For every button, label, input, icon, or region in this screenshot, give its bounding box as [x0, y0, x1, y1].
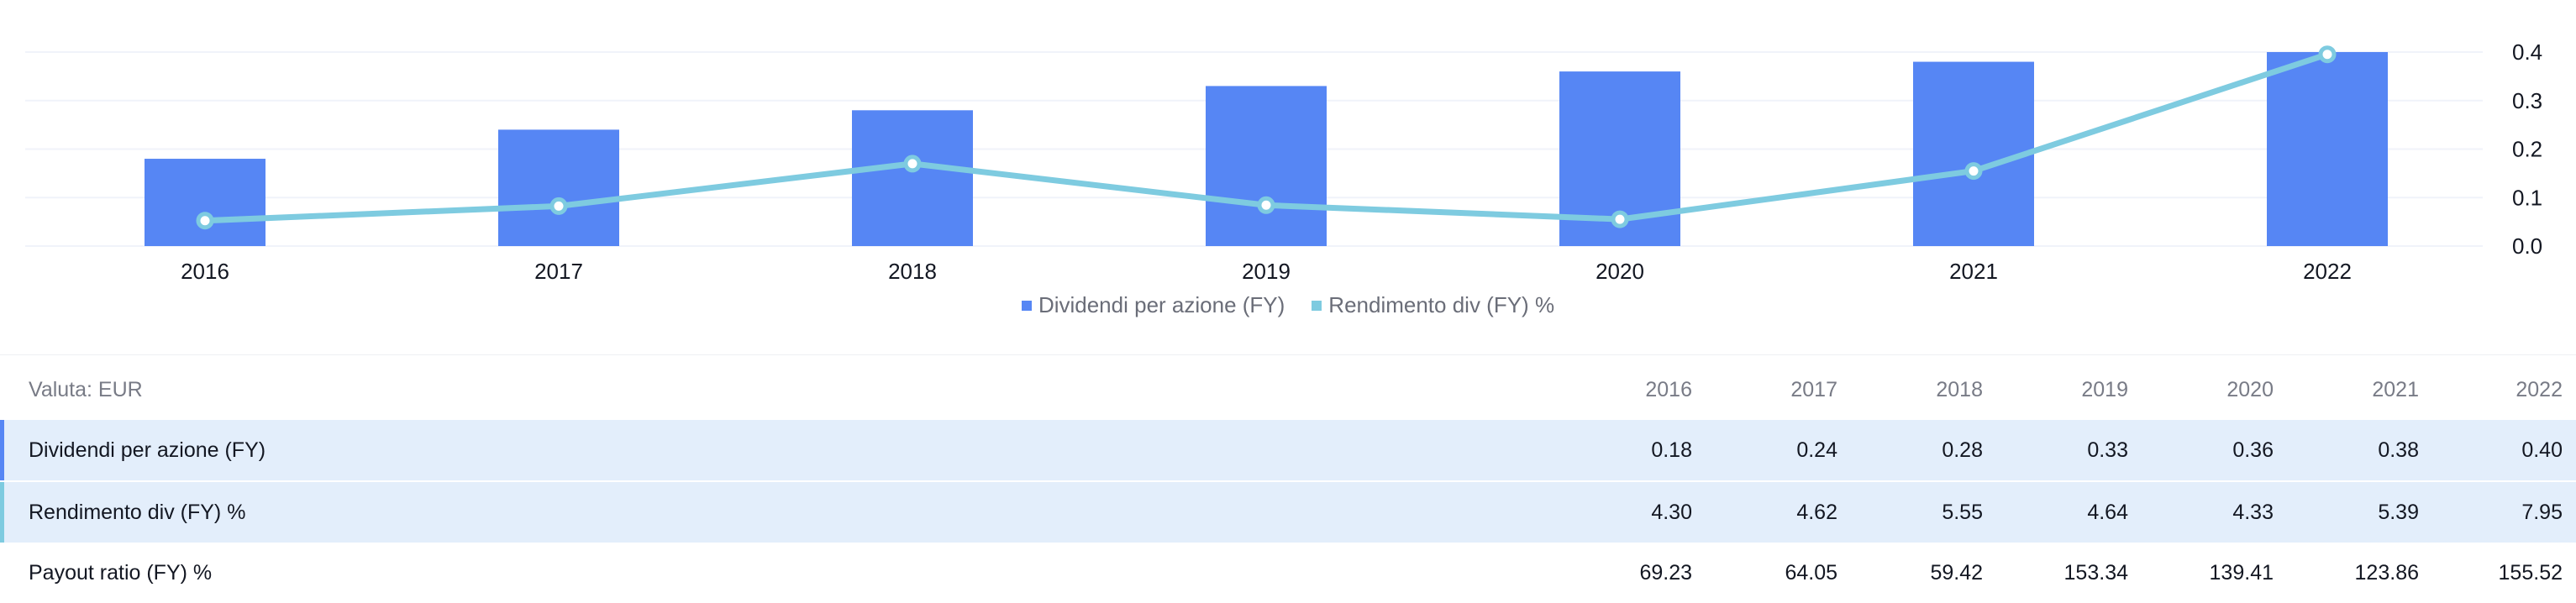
legend-item-yield[interactable]: Rendimento div (FY) %	[1312, 292, 1554, 318]
table-cell: 0.38	[2378, 438, 2419, 462]
year-header: 2016	[1645, 378, 1692, 401]
yield-point	[1964, 162, 1983, 181]
table-cell: 5.39	[2378, 501, 2419, 524]
year-header: 2019	[2081, 378, 2128, 401]
bar	[498, 129, 619, 246]
table-cell: 153.34	[2063, 561, 2128, 585]
bar	[1206, 86, 1327, 246]
x-tick-label: 2016	[181, 259, 229, 284]
table-cell: 0.40	[2521, 438, 2563, 462]
chart-legend: Dividendi per azione (FY) Rendimento div…	[0, 292, 2576, 318]
bar	[852, 110, 973, 246]
y-tick-label: 0.1	[2512, 185, 2542, 210]
table-cell: 0.33	[2087, 438, 2128, 462]
year-header: 2022	[2516, 378, 2563, 401]
x-tick-label: 2019	[1242, 259, 1291, 284]
legend-label-dividends: Dividendi per azione (FY)	[1038, 292, 1285, 317]
row-accent-bar	[0, 482, 4, 543]
currency-label: Valuta: EUR	[29, 378, 143, 401]
table-cell: 4.64	[2087, 501, 2128, 524]
year-header: 2018	[1936, 378, 1983, 401]
table-header-row: Valuta: EUR 2016 2017 2018 2019 2020 202…	[0, 359, 2576, 420]
y-tick-label: 0.2	[2512, 137, 2542, 162]
yield-point	[903, 155, 922, 173]
table-cell: 0.28	[1942, 438, 1983, 462]
legend-item-dividends[interactable]: Dividendi per azione (FY)	[1021, 292, 1285, 318]
table-row-dividends[interactable]: Dividendi per azione (FY) 0.18 0.24 0.28…	[0, 420, 2576, 480]
row-label: Payout ratio (FY) %	[29, 561, 213, 585]
yield-point	[549, 197, 568, 215]
table-cell: 139.41	[2209, 561, 2274, 585]
table-cell: 7.95	[2521, 501, 2563, 524]
table-cell: 4.33	[2232, 501, 2274, 524]
bar	[145, 159, 265, 246]
table-cell: 123.86	[2354, 561, 2419, 585]
row-label: Dividendi per azione (FY)	[29, 438, 266, 462]
bar	[1913, 61, 2034, 246]
table-row-yield[interactable]: Rendimento div (FY) % 4.30 4.62 5.55 4.6…	[0, 480, 2576, 543]
year-header: 2021	[2372, 378, 2419, 401]
table-cell: 4.62	[1796, 501, 1837, 524]
table-cell: 4.30	[1651, 501, 1692, 524]
yield-point	[196, 212, 214, 230]
table-cell: 0.36	[2232, 438, 2274, 462]
table-cell: 155.52	[2498, 561, 2563, 585]
table-cell: 59.42	[1930, 561, 1983, 585]
bar	[2267, 52, 2388, 246]
yield-point	[1257, 196, 1275, 214]
row-label: Rendimento div (FY) %	[29, 501, 246, 524]
table-cell: 0.18	[1651, 438, 1692, 462]
year-header: 2017	[1790, 378, 1837, 401]
table-row-payout[interactable]: Payout ratio (FY) % 69.23 64.05 59.42 15…	[0, 543, 2576, 603]
x-tick-label: 2021	[1949, 259, 1998, 284]
section-divider	[0, 354, 2576, 355]
table-cell: 0.24	[1796, 438, 1837, 462]
yield-point	[2318, 45, 2337, 64]
y-tick-label: 0.0	[2512, 233, 2542, 259]
row-accent-bar	[0, 420, 4, 480]
y-tick-label: 0.4	[2512, 39, 2542, 65]
table-cell: 69.23	[1639, 561, 1692, 585]
table-cell: 5.55	[1942, 501, 1983, 524]
y-tick-label: 0.3	[2512, 88, 2542, 113]
x-tick-label: 2022	[2303, 259, 2352, 284]
table-cell: 64.05	[1785, 561, 1837, 585]
legend-label-yield: Rendimento div (FY) %	[1328, 292, 1555, 317]
yield-point	[1611, 210, 1629, 228]
legend-swatch-dividends	[1021, 300, 1032, 311]
legend-swatch-yield	[1312, 300, 1322, 311]
dividend-table: Valuta: EUR 2016 2017 2018 2019 2020 202…	[0, 359, 2576, 603]
year-header: 2020	[2226, 378, 2274, 401]
x-tick-label: 2017	[534, 259, 583, 284]
x-tick-label: 2020	[1596, 259, 1644, 284]
dividend-chart: 0.4 0.3 0.2 0.1 0.0 2016 2017 2018 2019 2020 2021 2…	[25, 39, 2542, 284]
x-tick-label: 2018	[888, 259, 937, 284]
